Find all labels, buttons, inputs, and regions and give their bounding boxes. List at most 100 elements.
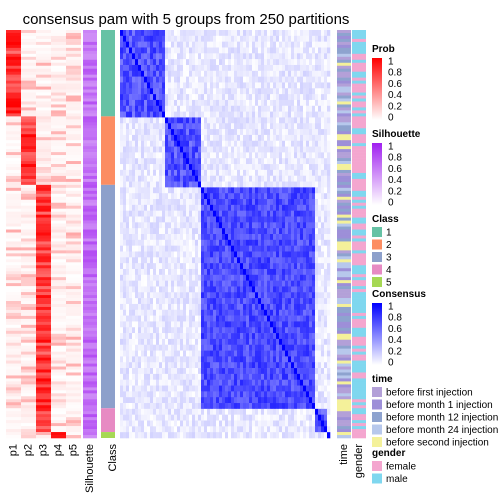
consensus-cell <box>156 123 160 130</box>
consensus-cell <box>219 298 223 305</box>
prob-cell <box>36 30 51 34</box>
prob-cell <box>36 277 51 281</box>
consensus-cell <box>267 239 271 246</box>
consensus-cell <box>189 222 193 229</box>
consensus-cell <box>165 333 169 340</box>
consensus-cell <box>213 82 217 89</box>
prob-cell <box>21 101 36 105</box>
consensus-cell <box>135 338 139 346</box>
consensus-cell <box>120 338 124 346</box>
consensus-cell <box>183 303 187 311</box>
consensus-cell <box>264 251 268 258</box>
silhouette-cell <box>83 312 97 317</box>
consensus-cell <box>138 30 142 37</box>
consensus-cell <box>291 292 295 299</box>
prob-cell <box>21 375 36 379</box>
consensus-cell <box>231 41 235 48</box>
consensus-cell <box>222 251 226 258</box>
consensus-cell <box>177 286 181 293</box>
consensus-cell <box>165 251 169 258</box>
prob-cell <box>21 86 36 90</box>
prob-cell <box>6 312 21 317</box>
consensus-cell <box>123 158 127 165</box>
consensus-cell <box>195 309 199 316</box>
consensus-cell <box>153 59 157 66</box>
consensus-cell <box>195 356 199 363</box>
consensus-cell <box>135 140 139 147</box>
prob-cell <box>6 408 21 412</box>
consensus-cell <box>285 338 289 346</box>
consensus-cell <box>126 64 130 72</box>
consensus-cell <box>258 280 262 287</box>
consensus-cell <box>231 152 235 159</box>
consensus-cell <box>156 251 160 258</box>
consensus-cell <box>207 59 211 66</box>
consensus-cell <box>207 350 211 357</box>
prob-cell <box>66 65 81 70</box>
consensus-cell <box>174 193 178 200</box>
consensus-cell <box>264 239 268 246</box>
consensus-cell <box>210 315 214 322</box>
consensus-cell <box>249 356 253 363</box>
consensus-cell <box>282 216 286 223</box>
consensus-cell <box>138 111 142 118</box>
consensus-cell <box>249 344 253 351</box>
consensus-cell <box>237 210 241 217</box>
consensus-cell <box>129 286 133 293</box>
consensus-cell <box>141 64 145 72</box>
consensus-cell <box>177 82 181 89</box>
consensus-cell <box>276 35 280 42</box>
consensus-cell <box>324 158 328 165</box>
consensus-cell <box>261 286 265 293</box>
consensus-cell <box>297 333 301 340</box>
consensus-cell <box>303 222 307 229</box>
consensus-cell <box>147 99 151 107</box>
consensus-cell <box>282 140 286 147</box>
consensus-cell <box>276 263 280 270</box>
consensus-cell <box>252 175 256 182</box>
consensus-cell <box>144 245 148 252</box>
consensus-cell <box>204 99 208 107</box>
silhouette-cell <box>83 345 97 349</box>
consensus-cell <box>306 338 310 346</box>
consensus-cell <box>297 350 301 357</box>
consensus-cell <box>171 263 175 270</box>
consensus-cell <box>123 70 127 77</box>
consensus-cell <box>135 286 139 293</box>
consensus-cell <box>234 105 238 112</box>
consensus-cell <box>282 327 286 334</box>
consensus-cell <box>135 111 139 118</box>
consensus-cell <box>183 263 187 270</box>
consensus-cell <box>303 234 307 241</box>
consensus-cell <box>174 199 178 206</box>
consensus-cell <box>207 158 211 165</box>
consensus-cell <box>273 239 277 246</box>
prob-cell <box>66 399 81 403</box>
consensus-cell <box>270 187 274 194</box>
consensus-cell <box>255 327 259 334</box>
consensus-cell <box>321 286 325 293</box>
consensus-cell <box>207 111 211 118</box>
consensus-cell <box>204 274 208 281</box>
prob-cell <box>6 71 21 75</box>
consensus-cell <box>249 263 253 270</box>
consensus-cell <box>201 199 205 206</box>
consensus-cell <box>258 76 262 83</box>
consensus-cell <box>177 280 181 287</box>
consensus-cell <box>261 59 265 66</box>
consensus-cell <box>144 181 148 188</box>
consensus-cell <box>324 193 328 200</box>
consensus-cell <box>225 199 229 206</box>
consensus-cell <box>234 298 238 305</box>
consensus-cell <box>123 303 127 311</box>
consensus-cell <box>285 286 289 293</box>
consensus-cell <box>138 129 142 136</box>
consensus-cell <box>183 175 187 182</box>
prob-cell <box>6 152 21 156</box>
consensus-cell <box>156 175 160 182</box>
silhouette-cell <box>83 238 97 242</box>
consensus-cell <box>153 204 157 211</box>
consensus-cell <box>162 94 166 101</box>
consensus-cell <box>153 350 157 357</box>
consensus-cell <box>258 169 262 177</box>
